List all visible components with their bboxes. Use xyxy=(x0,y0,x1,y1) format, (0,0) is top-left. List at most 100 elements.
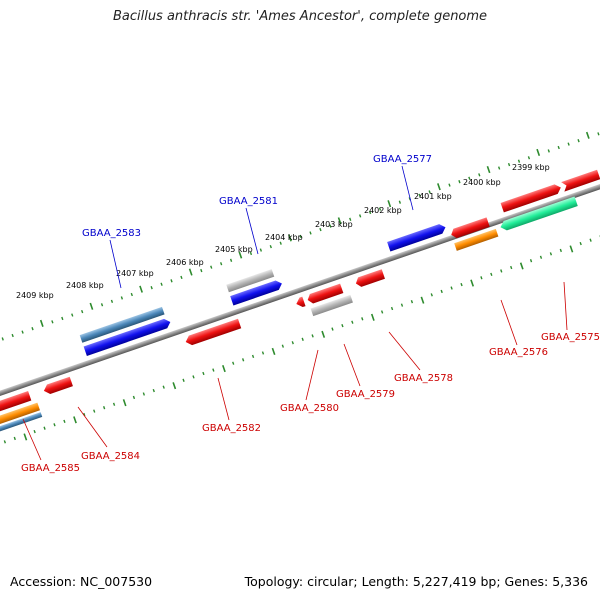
minor-tick xyxy=(162,385,165,389)
minor-tick xyxy=(497,166,501,170)
major-tick xyxy=(188,268,193,276)
gene-label[interactable]: GBAA_2584 xyxy=(81,451,140,462)
major-tick xyxy=(420,296,425,304)
feature-gbaa-2580[interactable] xyxy=(295,296,306,309)
gene-label[interactable]: GBAA_2580 xyxy=(280,403,339,414)
minor-tick xyxy=(378,207,382,211)
minor-tick xyxy=(241,358,245,362)
feature-gbaa-2583-b[interactable] xyxy=(83,317,172,356)
gene-label[interactable]: GBAA_2583 xyxy=(82,228,141,239)
major-tick xyxy=(321,330,326,338)
minor-tick xyxy=(259,248,263,252)
feature-gbaa-2579[interactable] xyxy=(310,294,353,317)
minor-tick xyxy=(3,440,7,444)
minor-tick xyxy=(589,238,592,242)
scale-label: 2406 kbp xyxy=(166,258,204,267)
feature-gbaa-2583[interactable] xyxy=(79,306,165,343)
minor-tick xyxy=(33,429,36,434)
gene-label[interactable]: GBAA_2577 xyxy=(373,154,432,165)
scale-label: 2399 kbp xyxy=(512,163,550,172)
minor-tick xyxy=(448,183,451,187)
major-tick xyxy=(437,183,441,191)
minor-tick xyxy=(579,241,582,246)
minor-tick xyxy=(100,303,104,307)
major-tick xyxy=(222,364,226,373)
minor-tick xyxy=(1,337,4,341)
minor-tick xyxy=(93,409,96,413)
feature-gbaa-2580-b[interactable] xyxy=(306,283,344,305)
minor-tick xyxy=(529,259,533,263)
minor-tick xyxy=(597,132,600,136)
minor-tick xyxy=(390,306,394,311)
major-tick xyxy=(122,399,127,407)
minor-tick xyxy=(11,333,14,338)
minor-tick xyxy=(13,436,16,441)
feature-gbaa-2578[interactable] xyxy=(354,269,385,288)
gene-label[interactable]: GBAA_2585 xyxy=(21,463,80,474)
feature-red-upper-right-2[interactable] xyxy=(561,169,600,192)
gene-label[interactable]: GBAA_2581 xyxy=(219,196,278,207)
minor-tick xyxy=(490,272,493,277)
scale-label: 2402 kbp xyxy=(364,206,402,215)
major-tick xyxy=(486,165,491,174)
major-tick xyxy=(89,302,94,310)
major-tick xyxy=(470,279,475,287)
minor-tick xyxy=(559,248,562,253)
scale-label: 2409 kbp xyxy=(16,291,54,300)
gene-label[interactable]: GBAA_2575 xyxy=(541,332,600,343)
minor-tick xyxy=(261,351,265,355)
major-tick xyxy=(238,251,243,259)
gene-label[interactable]: GBAA_2582 xyxy=(202,423,261,434)
minor-tick xyxy=(279,241,282,245)
minor-tick xyxy=(71,313,74,317)
minor-tick xyxy=(428,190,431,194)
feature-gbaa-2584[interactable] xyxy=(42,376,73,396)
feature-gbaa-2585[interactable] xyxy=(0,389,43,435)
minor-tick xyxy=(249,251,253,256)
feature-gbaa-2582[interactable] xyxy=(184,318,242,347)
minor-tick xyxy=(380,310,384,314)
minor-tick xyxy=(51,320,54,324)
minor-tick xyxy=(418,193,421,198)
minor-tick xyxy=(269,245,272,249)
feature-gbaa-2581[interactable] xyxy=(230,279,283,306)
minor-tick xyxy=(251,354,255,359)
major-tick xyxy=(23,433,28,441)
minor-tick xyxy=(468,176,471,180)
minor-tick xyxy=(510,265,513,270)
minor-tick xyxy=(232,361,235,365)
major-tick xyxy=(585,131,590,139)
feature-gbaa-2576[interactable] xyxy=(450,216,499,251)
minor-tick xyxy=(299,234,302,239)
minor-tick xyxy=(460,282,463,287)
minor-tick xyxy=(102,406,106,410)
minor-tick xyxy=(132,395,136,400)
major-tick xyxy=(288,234,292,242)
gene-label[interactable]: GBAA_2576 xyxy=(489,347,548,358)
minor-tick xyxy=(120,296,124,300)
scale-label: 2403 kbp xyxy=(315,220,353,229)
minor-tick xyxy=(440,289,443,294)
gene-label[interactable]: GBAA_2578 xyxy=(394,373,453,384)
major-tick xyxy=(370,313,375,321)
major-tick xyxy=(73,416,77,424)
feature-gbaa-2577[interactable] xyxy=(387,222,447,252)
scale-ticks-inner xyxy=(3,235,600,444)
scale-label: 2405 kbp xyxy=(215,245,253,254)
feature-gbaa-2575[interactable] xyxy=(499,196,578,233)
feature-grey-upper[interactable] xyxy=(226,269,275,293)
minor-tick xyxy=(361,317,364,321)
gene-label[interactable]: GBAA_2579 xyxy=(336,389,395,400)
minor-tick xyxy=(61,316,64,321)
major-tick xyxy=(569,245,574,253)
minor-tick xyxy=(180,275,183,280)
feature-red-upper-right[interactable] xyxy=(500,183,563,213)
minor-tick xyxy=(200,268,203,273)
scale-label: 2407 kbp xyxy=(116,269,154,278)
minor-tick xyxy=(160,282,163,286)
minor-tick xyxy=(192,375,195,379)
minor-tick xyxy=(220,262,223,266)
minor-tick xyxy=(478,173,481,177)
scale-ticks-outer xyxy=(1,131,600,341)
minor-tick xyxy=(539,255,543,259)
